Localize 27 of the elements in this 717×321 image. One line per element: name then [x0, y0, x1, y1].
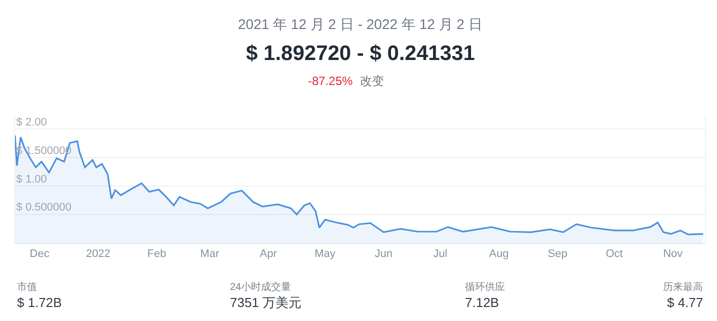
- x-tick-label: Jun: [374, 248, 393, 260]
- text: 7351 万美元: [230, 295, 302, 310]
- text: $ 1.72B: [17, 295, 62, 310]
- chart-title: $ 1.892720 - $ 0.241331: [246, 42, 476, 65]
- text: $ 4.77: [667, 295, 704, 310]
- chart-subtitle: 2021 年 12 月 2 日 - 2022 年 12 月 2 日: [238, 16, 482, 32]
- text: 7.12B: [465, 295, 499, 310]
- x-tick-label: Sep: [548, 248, 568, 260]
- x-tick-label: Aug: [489, 248, 509, 260]
- y-tick-label: $ 1.00: [16, 173, 47, 186]
- y-tick-label: $ 0.500000: [16, 202, 72, 214]
- x-tick-label: Nov: [663, 248, 684, 260]
- x-tick-label: Apr: [260, 248, 278, 260]
- x-tick-label: May: [314, 248, 336, 260]
- x-tick-label: Jul: [433, 248, 448, 260]
- text: 循环供应: [465, 281, 505, 293]
- x-tick-label: 2022: [86, 248, 110, 260]
- text: 改变: [360, 74, 384, 88]
- text: 市值: [17, 281, 37, 293]
- text: -87.25%: [308, 74, 354, 88]
- x-tick-label: Dec: [30, 248, 50, 260]
- x-tick-label: Feb: [147, 248, 166, 260]
- x-tick-label: Mar: [200, 248, 220, 260]
- text: 24小时成交量: [230, 281, 292, 293]
- text: 历来最高: [663, 281, 703, 293]
- x-tick-label: Oct: [606, 248, 623, 260]
- y-tick-label: $ 2.00: [16, 116, 47, 128]
